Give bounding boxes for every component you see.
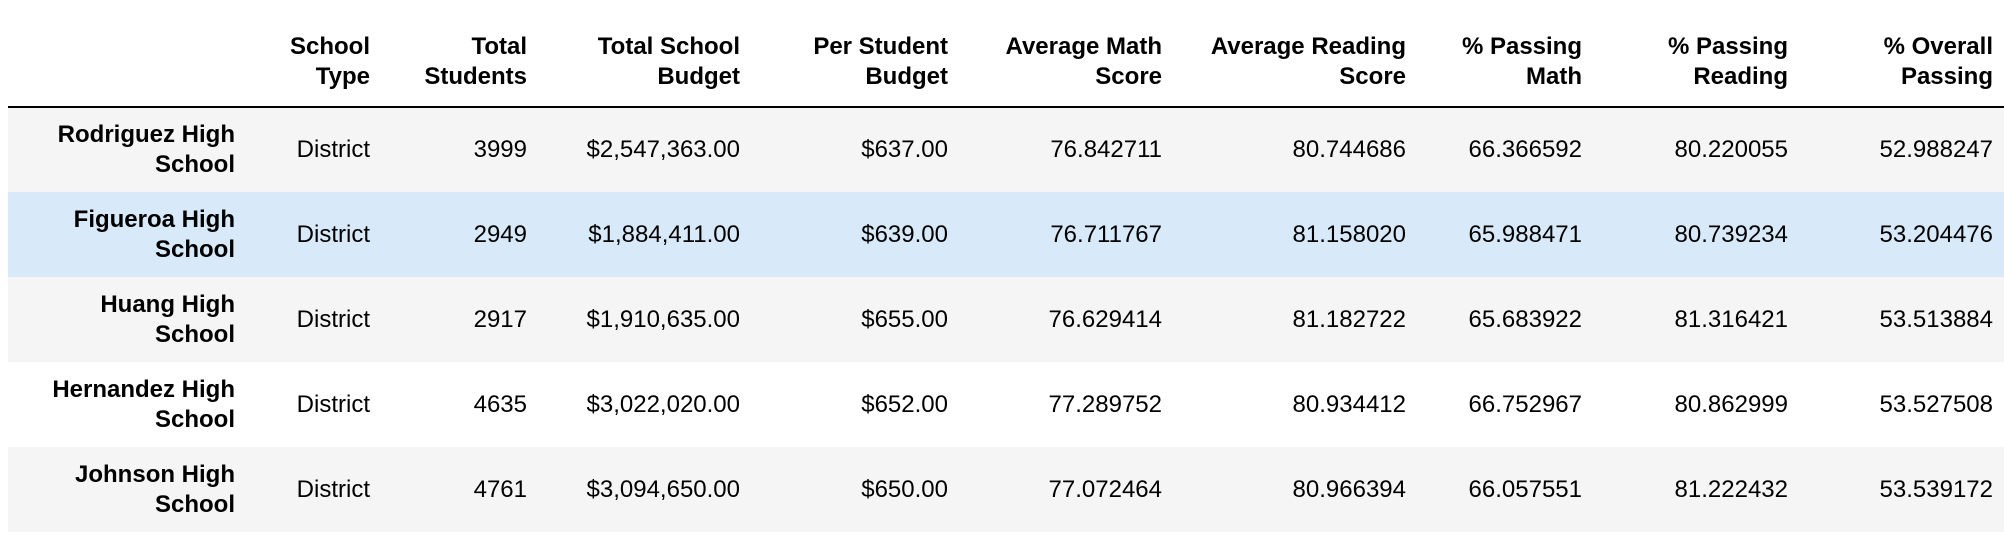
- cell-per-student-budget: $652.00: [861, 390, 948, 418]
- cell-passing-reading: 81.316421: [1674, 305, 1788, 333]
- row-index-school: Rodriguez High School: [57, 121, 235, 178]
- row-index-school: Hernandez High School: [52, 375, 235, 433]
- cell-passing-reading: 80.739234: [1674, 220, 1788, 248]
- cell-total-students: 4635: [473, 390, 527, 418]
- column-header-passing-reading: % Passing Reading: [1595, 26, 1801, 108]
- cell-average-math-score: 76.711767: [1050, 220, 1162, 248]
- cell-total-students: 2949: [473, 220, 527, 248]
- cell-total-school-budget: $2,547,363.00: [586, 136, 740, 163]
- cell-total-school-budget: $3,094,650.00: [586, 475, 740, 503]
- cell-total-students: 4761: [473, 475, 527, 503]
- column-header-school-type: School Type: [248, 26, 383, 108]
- cell-total-students: 3999: [473, 136, 527, 163]
- cell-school-type: District: [296, 136, 370, 163]
- cell-overall-passing: 53.204476: [1879, 220, 1993, 248]
- row-index-school: Johnson High School: [75, 460, 235, 518]
- column-header-passing-math: % Passing Math: [1419, 26, 1595, 108]
- column-header-overall-passing: % Overall Passing: [1801, 26, 2004, 108]
- cell-average-reading-score: 81.182722: [1292, 305, 1406, 333]
- cell-school-type: District: [296, 390, 370, 418]
- header-row: School Type Total Students Total School …: [8, 26, 2004, 108]
- row-index-school: Huang High School: [100, 290, 235, 348]
- cell-average-reading-score: 81.158020: [1292, 220, 1406, 248]
- cell-total-students: 2917: [473, 305, 527, 333]
- cell-average-math-score: 76.629414: [1048, 305, 1162, 333]
- column-header-per-student-budget: Per Student Budget: [753, 26, 961, 108]
- cell-total-school-budget: $1,910,635.00: [586, 305, 740, 333]
- cell-per-student-budget: $639.00: [861, 220, 948, 248]
- cell-average-math-score: 77.289752: [1048, 390, 1162, 418]
- cell-total-school-budget: $3,022,020.00: [586, 390, 740, 418]
- column-header-average-reading-score: Average Reading Score: [1175, 26, 1419, 108]
- cell-passing-reading: 80.220055: [1674, 136, 1788, 163]
- cell-passing-reading: 80.862999: [1674, 390, 1788, 418]
- column-header-total-students: Total Students: [383, 26, 540, 108]
- table-row: Figueroa High School District 2949 $1,88…: [8, 192, 2004, 277]
- column-header-average-math-score: Average Math Score: [961, 26, 1175, 108]
- cell-school-type: District: [296, 220, 370, 248]
- cell-passing-math: 66.366592: [1468, 136, 1582, 163]
- index-header: [8, 26, 248, 108]
- cell-passing-math: 66.752967: [1468, 390, 1582, 418]
- cell-overall-passing: 52.988247: [1879, 136, 1993, 163]
- cell-average-reading-score: 80.744686: [1292, 136, 1406, 163]
- table-row: Rodriguez High School District 3999 $2,5…: [8, 107, 2004, 192]
- cell-overall-passing: 53.513884: [1879, 305, 1993, 333]
- cell-average-reading-score: 80.966394: [1292, 475, 1406, 503]
- table-row: Hernandez High School District 4635 $3,0…: [8, 362, 2004, 447]
- table-row: Johnson High School District 4761 $3,094…: [8, 447, 2004, 532]
- cell-passing-reading: 81.222432: [1674, 475, 1788, 503]
- cell-average-math-score: 76.842711: [1050, 136, 1162, 163]
- column-header-total-school-budget: Total School Budget: [540, 26, 753, 108]
- cell-overall-passing: 53.527508: [1879, 390, 1993, 418]
- cell-average-reading-score: 80.934412: [1292, 390, 1406, 418]
- table-row: Huang High School District 2917 $1,910,6…: [8, 277, 2004, 362]
- cell-per-student-budget: $650.00: [861, 475, 948, 503]
- cell-school-type: District: [296, 475, 370, 503]
- cell-total-school-budget: $1,884,411.00: [588, 220, 740, 248]
- row-index-school: Figueroa High School: [73, 205, 235, 263]
- cell-overall-passing: 53.539172: [1879, 475, 1993, 503]
- cell-per-student-budget: $655.00: [861, 305, 948, 333]
- cell-passing-math: 65.683922: [1468, 305, 1582, 333]
- schools-summary-table: School Type Total Students Total School …: [8, 26, 2004, 532]
- cell-average-math-score: 77.072464: [1048, 475, 1162, 503]
- cell-passing-math: 66.057551: [1468, 475, 1582, 503]
- cell-passing-math: 65.988471: [1468, 220, 1582, 248]
- cell-per-student-budget: $637.00: [861, 136, 948, 163]
- cell-school-type: District: [296, 305, 370, 333]
